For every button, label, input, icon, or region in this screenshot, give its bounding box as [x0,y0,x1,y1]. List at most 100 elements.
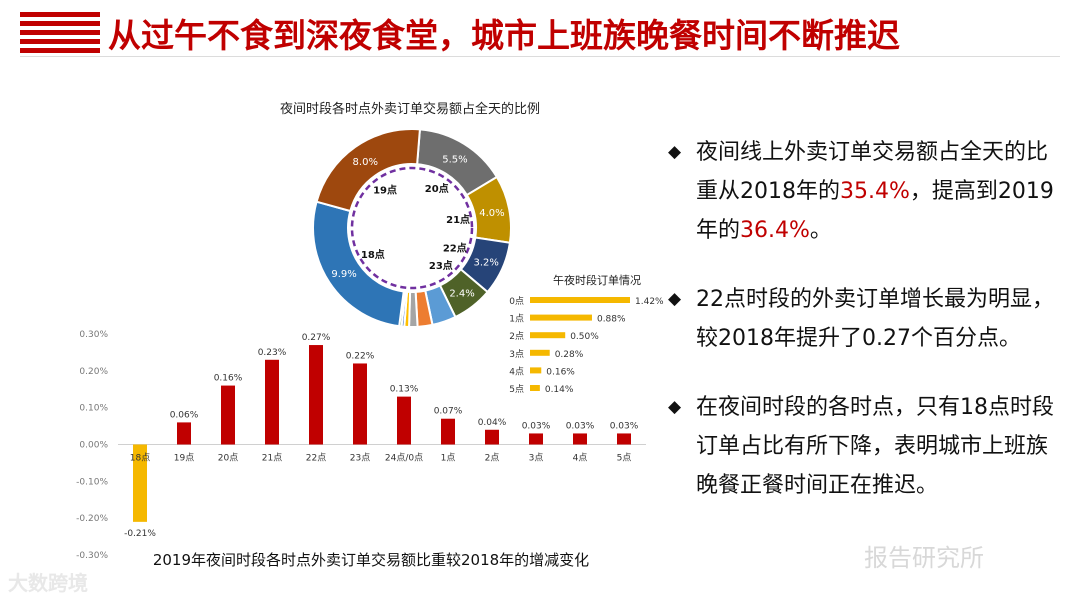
midnight-category-label: 0点 [509,296,524,307]
finding-3: ◆ 在夜间时段的各时点，只有18点时段订单占比有所下降，表明城市上班族晚餐正餐时间… [668,388,1068,505]
change-category-label: 2点 [485,453,500,464]
change-chart-title: 2019年夜间时段各时点外卖订单交易额比重较2018年的增减变化 [153,551,589,569]
diamond-bullet-icon: ◆ [668,289,682,309]
midnight-value-label: 0.88% [597,315,626,325]
change-bar [441,418,455,445]
change-bar [573,433,587,445]
change-bar-chart: 0.30% 0.20% 0.10% 0.00% -0.10% -0.20% -0.30% -0… [76,330,646,561]
change-bar [485,429,499,445]
change-bar [309,345,323,445]
change-bar [397,396,411,445]
y-tick-label: 0.10% [79,404,108,414]
inner-hour-label: 19点 [373,183,397,196]
change-category-label: 21点 [262,453,282,464]
finding-1: ◆ 夜间线上外卖订单交易额占全天的比重从2018年的35.4%，提高到2019年的… [668,133,1068,250]
watermark-left: 大数跨境 [8,571,88,595]
inner-hour-label: 23点 [429,259,453,272]
change-category-label: 18点 [130,453,150,464]
key-findings: ◆ 夜间线上外卖订单交易额占全天的比重从2018年的35.4%，提高到2019年的… [668,133,1068,535]
midnight-value-label: 0.28% [555,350,584,360]
y-tick-label: 0.30% [79,330,108,340]
change-category-label: 20点 [218,453,238,464]
slice-value-label: 3.2% [474,258,499,269]
midnight-category-label: 4点 [509,366,524,377]
change-bar [353,363,367,445]
change-value-label: 0.03% [522,421,551,431]
midnight-chart-title: 午夜时段订单情况 [553,273,641,287]
change-category-label: 23点 [350,453,370,464]
y-tick-label: -0.10% [76,477,108,487]
donut-slice [315,128,421,213]
change-category-label: 5点 [617,453,632,464]
inner-hour-label: 20点 [425,182,449,195]
change-category-label: 3点 [529,453,544,464]
change-bar [617,433,631,445]
diamond-bullet-icon: ◆ [668,142,682,162]
highlight-value: 35.4% [840,179,910,204]
midnight-bar [530,385,540,391]
finding-text: 夜间线上外卖订单交易额占全天的比重从2018年的35.4%，提高到2019年的3… [696,140,1054,243]
slice-value-label: 2.4% [449,288,474,299]
finding-fragment: 。 [809,218,832,243]
change-category-label: 1点 [441,453,456,464]
change-bar [221,385,235,445]
change-category-label: 24点/0点 [385,453,423,464]
change-bar [177,422,191,445]
midnight-bar-chart: 0点 1.42% 1点 0.88% 2点 0.50% 3点 0.28% 4点 0.16% 5点 0.1… [509,296,664,395]
title-decoration [20,12,100,54]
finding-text: 22点时段的外卖订单增长最为明显，较2018年提升了0.27个百分点。 [696,287,1054,351]
inner-hour-label: 21点 [446,213,470,226]
donut-chart-title: 夜间时段各时点外卖订单交易额占全天的比例 [280,101,540,117]
midnight-bar [530,314,592,321]
finding-fragment: 夜间线上外卖订单交易额占全天的比重从2018年的 [696,140,1049,204]
change-bar [265,359,279,445]
midnight-category-label: 1点 [509,314,524,325]
title-divider [20,56,1060,57]
slice-value-label: 5.5% [442,155,467,166]
change-value-label: 0.04% [478,418,507,428]
change-value-label: 0.23% [258,348,287,358]
page-title: 从过午不食到深夜食堂，城市上班族晚餐时间不断推迟 [108,16,900,55]
inner-hour-label: 18点 [361,248,385,261]
midnight-bar [530,349,550,356]
midnight-value-label: 0.14% [545,385,574,395]
finding-fragment: ，提高到2019年的 [696,179,1054,243]
midnight-value-label: 1.42% [635,297,664,307]
change-value-label: 0.03% [566,421,595,431]
slice-value-label: 9.9% [331,269,356,280]
change-value-label: 0.07% [434,407,463,417]
inner-hour-label: 22点 [443,241,467,254]
change-category-label: 19点 [174,453,194,464]
midnight-category-label: 3点 [509,349,524,360]
diamond-bullet-icon: ◆ [668,397,682,417]
midnight-bar [530,297,630,303]
y-tick-label: -0.20% [76,514,108,524]
donut-chart: 5.5% 4.0% 3.2% 2.4% 9.9% 8.0% 20点 21点 22点 23点 18点 1… [312,128,512,328]
highlight-value: 36.4% [740,218,810,243]
change-value-label: 0.03% [610,421,639,431]
change-category-label: 4点 [573,453,588,464]
y-tick-label: 0.00% [79,441,108,451]
change-value-label: 0.06% [170,410,199,420]
change-category-label: 22点 [306,453,326,464]
change-value-label: 0.22% [346,351,375,361]
finding-fragment: 22点时段的外卖订单增长最为明显，较2018年提升了0.27个百分点。 [696,287,1054,351]
change-value-label: 0.13% [390,385,419,395]
change-value-label: -0.21% [124,529,156,539]
midnight-bar [530,332,566,339]
change-value-label: 0.16% [214,374,243,384]
y-tick-label: 0.20% [79,367,108,377]
slice-value-label: 8.0% [353,157,378,168]
finding-2: ◆ 22点时段的外卖订单增长最为明显，较2018年提升了0.27个百分点。 [668,280,1068,358]
change-bar [529,433,543,445]
midnight-value-label: 0.50% [570,332,599,342]
slice-value-label: 4.0% [479,208,504,219]
midnight-bar [530,367,542,374]
midnight-category-label: 5点 [509,384,524,395]
finding-text: 在夜间时段的各时点，只有18点时段订单占比有所下降，表明城市上班族晚餐正餐时间正… [696,395,1054,498]
change-value-label: 0.27% [302,333,331,343]
inner-dashed-ring [350,166,474,290]
y-tick-label: -0.30% [76,551,108,561]
change-bar [133,444,147,522]
